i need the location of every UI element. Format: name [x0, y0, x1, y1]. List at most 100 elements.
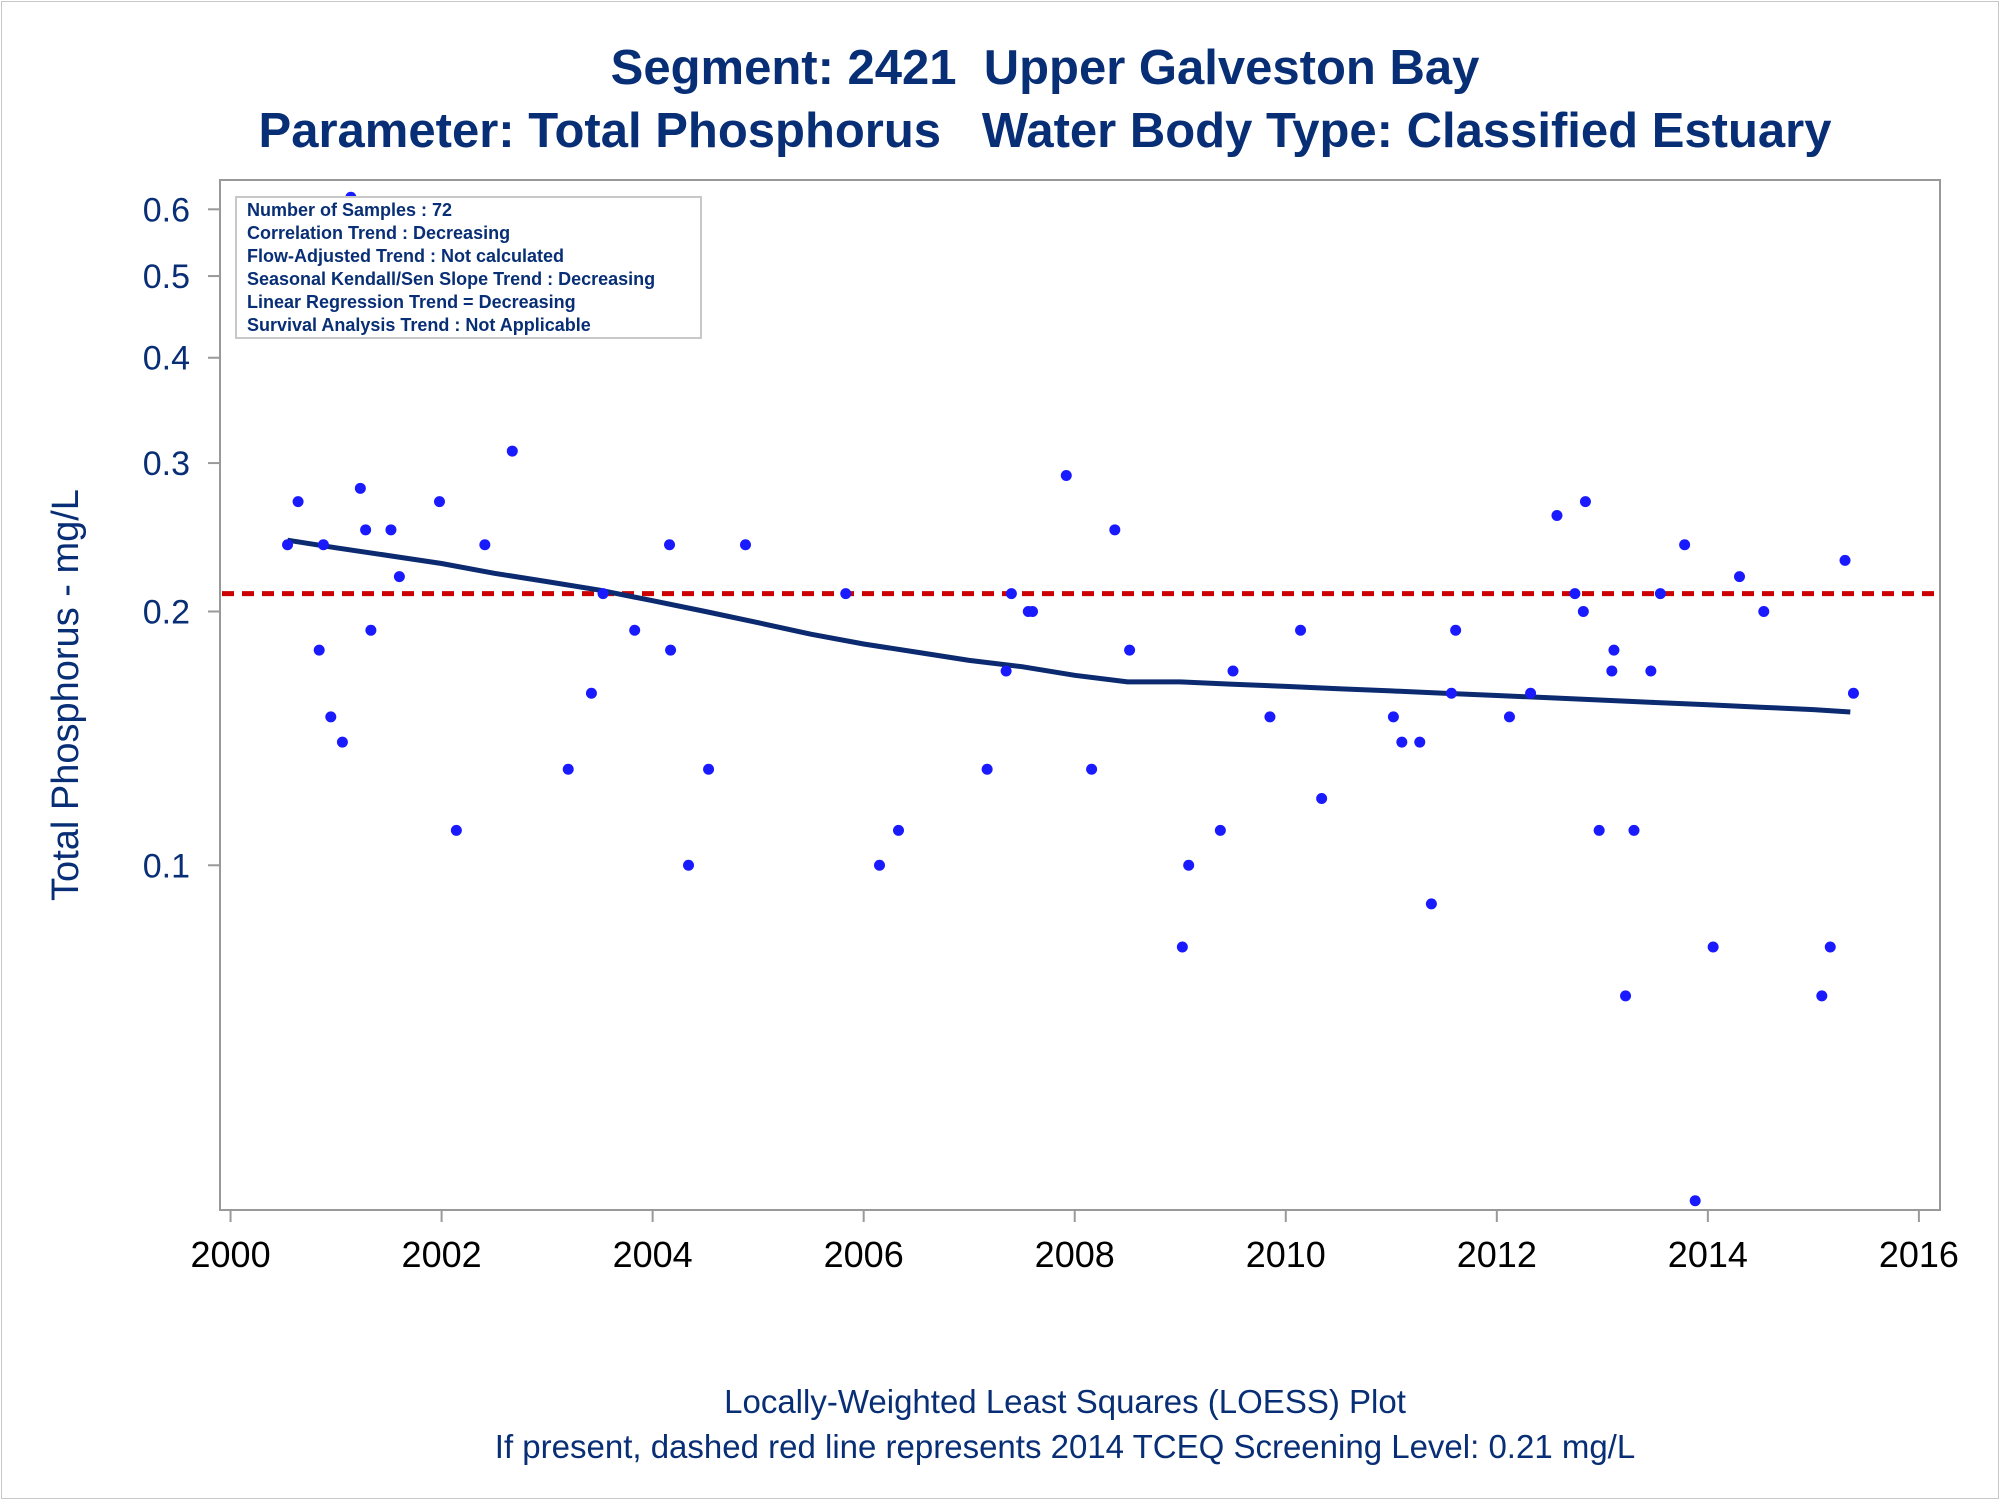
- data-point: [1654, 588, 1666, 600]
- y-axis: 0.1 0.2 0.3 0.4 0.5 0.6: [143, 191, 220, 885]
- x-tick-label: 2016: [1879, 1234, 1959, 1275]
- data-point: [354, 482, 366, 494]
- data-point: [1425, 898, 1437, 910]
- data-point: [1450, 624, 1462, 636]
- data-point: [981, 763, 993, 775]
- x-tick-label: 2000: [191, 1234, 271, 1275]
- data-point: [1027, 606, 1039, 618]
- data-point: [840, 588, 852, 600]
- data-point: [1606, 665, 1618, 677]
- data-point: [1569, 588, 1581, 600]
- data-point: [665, 644, 677, 656]
- data-point: [506, 445, 518, 457]
- data-point: [313, 644, 325, 656]
- data-point: [393, 571, 405, 583]
- data-point: [1525, 687, 1537, 699]
- y-tick-label: 0.4: [143, 340, 190, 378]
- data-point: [1005, 588, 1017, 600]
- data-point: [1316, 793, 1328, 805]
- data-point: [1628, 824, 1640, 836]
- data-point: [336, 736, 348, 748]
- chart-title-line2: Parameter: Total Phosphorus Water Body T…: [258, 104, 1832, 158]
- data-point: [360, 524, 372, 536]
- stat-linear-regression-trend: Linear Regression Trend = Decreasing: [247, 292, 576, 312]
- data-point: [1551, 509, 1563, 521]
- stat-number-of-samples: Number of Samples : 72: [247, 200, 452, 220]
- data-point: [282, 539, 294, 551]
- data-point: [1445, 687, 1457, 699]
- data-point: [1824, 941, 1836, 953]
- data-point: [1264, 711, 1276, 723]
- data-point: [1593, 824, 1605, 836]
- data-point: [597, 588, 609, 600]
- stat-flow-adjusted-trend: Flow-Adjusted Trend : Not calculated: [247, 246, 564, 266]
- loess-curve: [287, 537, 1851, 715]
- data-point: [874, 859, 886, 871]
- data-point: [703, 763, 715, 775]
- data-point: [1645, 665, 1657, 677]
- footnote-loess: Locally-Weighted Least Squares (LOESS) P…: [724, 1383, 1406, 1420]
- data-point: [1387, 711, 1399, 723]
- data-point: [1060, 469, 1072, 481]
- data-point: [1608, 644, 1620, 656]
- data-point: [1816, 990, 1828, 1002]
- y-tick-label: 0.5: [143, 258, 190, 296]
- x-tick-label: 2014: [1668, 1234, 1748, 1275]
- data-point: [433, 496, 445, 508]
- chart-title-line1: Segment: 2421 Upper Galveston Bay: [610, 41, 1480, 95]
- x-tick-label: 2004: [613, 1234, 693, 1275]
- y-tick-label: 0.2: [143, 594, 190, 632]
- y-axis-label: Total Phosphorus - mg/L: [45, 489, 87, 901]
- plot-area-border: [219, 179, 1941, 1211]
- x-tick-label: 2008: [1035, 1234, 1115, 1275]
- data-point: [1734, 571, 1746, 583]
- data-point: [1227, 665, 1239, 677]
- x-axis: 2000 2002 2004 2006 2008 2010 2012 2014 2016: [191, 1210, 1959, 1275]
- data-point: [1396, 736, 1408, 748]
- stat-survival-analysis-trend: Survival Analysis Trend : Not Applicable: [247, 315, 591, 335]
- y-tick-label: 0.6: [143, 191, 190, 229]
- data-point: [292, 496, 304, 508]
- data-point: [1847, 687, 1859, 699]
- data-point: [1577, 606, 1589, 618]
- data-point: [1839, 554, 1851, 566]
- data-point: [1176, 941, 1188, 953]
- data-point: [1124, 644, 1136, 656]
- data-point: [1758, 606, 1770, 618]
- x-tick-label: 2012: [1457, 1234, 1537, 1275]
- x-tick-label: 2010: [1246, 1234, 1326, 1275]
- stat-correlation-trend: Correlation Trend : Decreasing: [247, 223, 510, 243]
- data-point: [365, 624, 377, 636]
- data-point: [585, 687, 597, 699]
- data-point: [1183, 859, 1195, 871]
- x-tick-label: 2002: [402, 1234, 482, 1275]
- stats-box: Number of Samples : 72 Correlation Trend…: [235, 196, 702, 339]
- data-point: [1086, 763, 1098, 775]
- data-point: [739, 539, 751, 551]
- footnote-screening-level: If present, dashed red line represents 2…: [494, 1428, 1636, 1465]
- data-point: [1295, 624, 1307, 636]
- data-point: [1707, 941, 1719, 953]
- data-point: [325, 711, 337, 723]
- data-point: [1579, 496, 1591, 508]
- y-tick-label: 0.1: [143, 847, 190, 885]
- data-point: [450, 824, 462, 836]
- x-tick-label: 2006: [824, 1234, 904, 1275]
- data-point: [664, 539, 676, 551]
- stats-box-border: [235, 196, 702, 339]
- stat-seasonal-kendall-trend: Seasonal Kendall/Sen Slope Trend : Decre…: [247, 269, 655, 289]
- data-point: [1414, 736, 1426, 748]
- data-point: [385, 524, 397, 536]
- data-point: [317, 539, 329, 551]
- data-point: [562, 763, 574, 775]
- y-tick-label: 0.3: [143, 445, 190, 483]
- data-point: [629, 624, 641, 636]
- data-point: [683, 859, 695, 871]
- data-point: [893, 824, 905, 836]
- data-point: [479, 539, 491, 551]
- data-points: [282, 191, 1859, 1207]
- data-point: [1503, 711, 1515, 723]
- data-point: [1109, 524, 1121, 536]
